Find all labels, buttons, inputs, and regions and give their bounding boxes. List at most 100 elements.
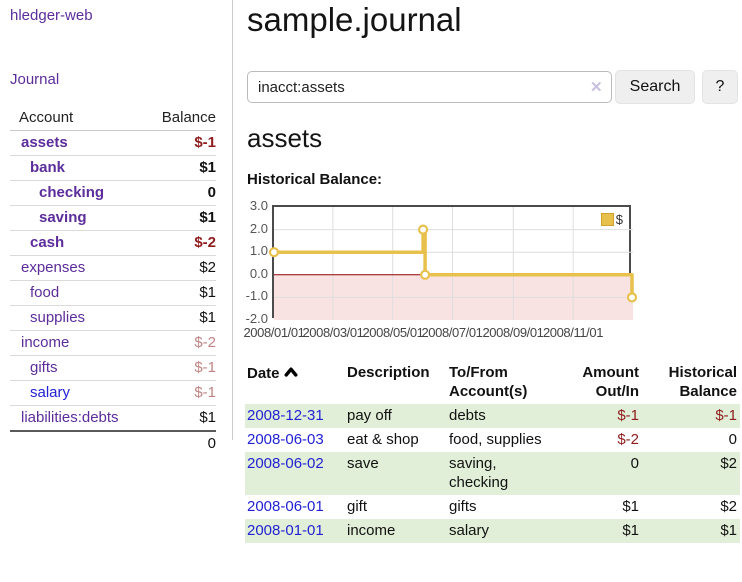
account-row-checking: checking 0: [10, 180, 216, 206]
transaction-accounts: salary: [447, 519, 561, 543]
x-tick-label: 2008/11/01: [542, 325, 604, 340]
account-title: assets: [247, 123, 323, 153]
register-row: 2008-01-01 income salary $1 $1: [245, 519, 740, 543]
register-header-accounts: To/From Account(s): [449, 364, 528, 400]
chart-legend: $: [598, 211, 625, 228]
account-link-food[interactable]: food: [30, 284, 60, 301]
accounts-total-balance: 0: [147, 430, 216, 456]
account-balance: $1: [147, 305, 216, 331]
sidebar-item-journal[interactable]: Journal: [10, 71, 60, 88]
account-link-gifts[interactable]: gifts: [30, 359, 58, 376]
transaction-amount: $-2: [617, 431, 639, 448]
account-row-liabilities-debts: liabilities:debts $1: [10, 405, 216, 431]
accounts-header-row: Account Balance: [10, 106, 216, 131]
page-title: sample.journal: [247, 1, 462, 38]
transaction-amount: $1: [561, 519, 642, 543]
transaction-accounts: gifts: [449, 498, 477, 515]
transaction-date-link[interactable]: 2008-12-31: [247, 407, 324, 424]
account-link-bank[interactable]: bank: [30, 159, 66, 176]
transaction-description: save: [345, 452, 447, 495]
transaction-description: pay off: [345, 404, 447, 428]
account-row-saving: saving $1: [10, 205, 216, 231]
account-row-expenses: expenses $2: [10, 255, 216, 281]
balance-series-markers: [268, 224, 638, 303]
transaction-description: income: [345, 519, 447, 543]
sidebar-divider: [232, 0, 233, 440]
balance-chart-canvas: [268, 207, 638, 320]
register-header-amount: Amount Out/In: [582, 364, 639, 400]
account-balance: $-2: [147, 230, 216, 256]
search-button[interactable]: Search: [615, 70, 695, 104]
account-balance: $-1: [194, 134, 216, 151]
legend-swatch-icon: [600, 213, 614, 226]
accounts-table: Account Balance assets $-1 bank $1 check…: [10, 106, 216, 456]
register-table: Date Description To/From Account(s) Amou…: [245, 361, 740, 543]
account-link-supplies[interactable]: supplies: [30, 309, 86, 326]
legend-label: $: [615, 212, 623, 227]
y-tick-label: 3.0: [249, 198, 268, 213]
search-input[interactable]: [247, 71, 612, 103]
account-balance: $-1: [147, 355, 216, 381]
account-link-liabilities-debts[interactable]: liabilities:debts: [21, 409, 119, 426]
account-balance: $1: [147, 155, 216, 181]
account-link-saving[interactable]: saving: [39, 209, 87, 226]
register-header-date[interactable]: Date: [245, 361, 345, 404]
transaction-accounts: saving, checking: [447, 452, 561, 495]
transaction-balance: $1: [642, 519, 740, 543]
account-row-salary: salary $-1: [10, 380, 216, 406]
y-tick-label: 1.0: [249, 243, 268, 258]
register-header-description: Description: [347, 364, 430, 381]
chart-label: Historical Balance:: [247, 171, 383, 188]
x-tick-label: 2008/01/01: [243, 325, 305, 340]
account-balance: $1: [147, 405, 216, 431]
x-tick-label: 2008/03/01: [302, 325, 364, 340]
transaction-date-link[interactable]: 2008-01-01: [247, 522, 324, 539]
register-row: 2008-12-31 pay off debts $-1 $-1: [245, 404, 740, 428]
x-tick-label: 2008/07/01: [421, 325, 483, 340]
brand-link[interactable]: hledger-web: [10, 7, 93, 24]
y-tick-label: -1.0: [245, 288, 268, 303]
transaction-balance: $2: [642, 452, 740, 495]
account-row-income: income $-2: [10, 330, 216, 356]
transaction-amount: $-1: [561, 404, 642, 428]
account-link-cash[interactable]: cash: [30, 234, 65, 251]
balance-chart-plot[interactable]: $: [268, 205, 638, 320]
account-row-gifts: gifts $-1: [10, 355, 216, 381]
register-row: 2008-06-03 eat & shop food, supplies $-2…: [245, 428, 740, 452]
account-link-assets[interactable]: assets: [21, 134, 68, 151]
sidebar: hledger-web Journal Account Balance asse…: [0, 0, 232, 582]
accounts-header-account: Account: [10, 106, 148, 131]
transaction-date-link[interactable]: 2008-06-03: [247, 431, 324, 448]
account-link-income[interactable]: income: [21, 334, 70, 351]
register-header-row: Date Description To/From Account(s) Amou…: [245, 361, 740, 404]
account-balance: 0: [147, 180, 216, 206]
account-row-food: food $1: [10, 280, 216, 306]
transaction-balance: $-1: [642, 404, 740, 428]
transaction-amount: $1: [622, 498, 639, 515]
account-link-expenses[interactable]: expenses: [21, 259, 86, 276]
account-balance: $1: [147, 205, 216, 231]
transaction-balance: 0: [728, 431, 737, 448]
transaction-description: eat & shop: [347, 431, 419, 448]
transaction-date-link[interactable]: 2008-06-02: [247, 455, 324, 472]
transaction-date-link[interactable]: 2008-06-01: [247, 498, 324, 515]
account-row-cash: cash $-2: [10, 230, 216, 256]
y-tick-label: 2.0: [249, 221, 268, 236]
x-tick-label: 2008/05/01: [362, 325, 424, 340]
account-link-salary[interactable]: salary: [30, 384, 71, 401]
register-header-date-label: Date: [247, 365, 280, 382]
x-tick-label: 2008/09/01: [482, 325, 544, 340]
y-tick-label: -2.0: [245, 311, 268, 326]
account-row-supplies: supplies $1: [10, 305, 216, 331]
help-button[interactable]: ?: [702, 70, 738, 104]
account-row-bank: bank $1: [10, 155, 216, 181]
search-clear-icon[interactable]: ✕: [590, 79, 603, 96]
account-balance: $-2: [147, 330, 216, 356]
account-row-assets: assets $-1: [10, 131, 216, 156]
register-row: 2008-06-02 save saving, checking 0 $2: [245, 452, 740, 495]
account-balance: $-1: [147, 380, 216, 406]
account-link-checking[interactable]: checking: [39, 184, 105, 201]
transaction-accounts: debts: [447, 404, 561, 428]
transaction-amount: 0: [561, 452, 642, 495]
